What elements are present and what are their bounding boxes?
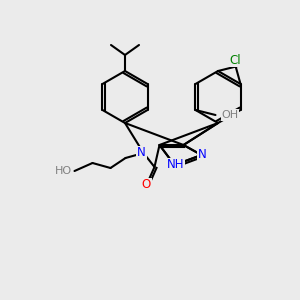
Text: N: N (198, 148, 207, 161)
Text: N: N (137, 146, 146, 160)
Text: O: O (142, 178, 151, 191)
Text: NH: NH (167, 158, 184, 172)
Text: OH: OH (221, 110, 239, 120)
Text: HO: HO (56, 166, 73, 176)
Text: Cl: Cl (230, 53, 241, 67)
